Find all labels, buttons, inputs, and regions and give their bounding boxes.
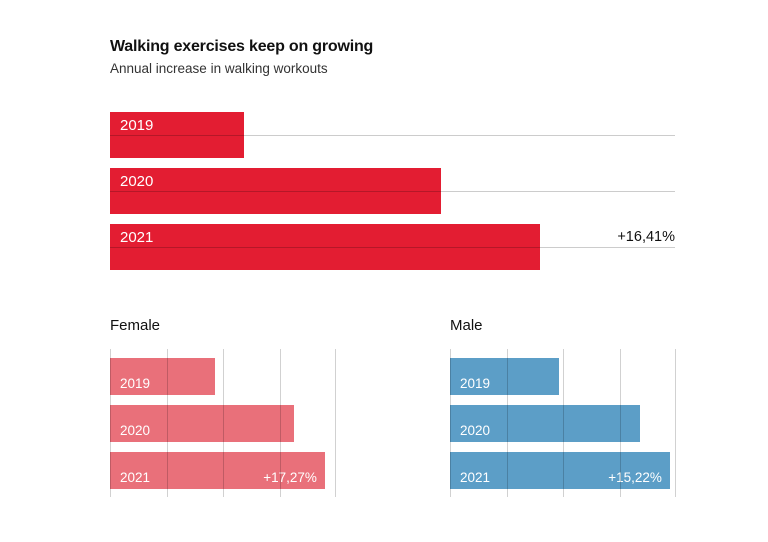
bar-year-label: 2021 [120,229,154,246]
bar-year-label: 2020 [120,173,154,190]
male-bar-2019: 2019 [450,358,559,395]
overall-row-2019: 2019 [110,112,675,158]
female-bar-2019: 2019 [110,358,216,395]
vertical-gridline [619,349,621,497]
overall-row-2021: 2021 +16,41% [110,224,675,270]
bar-year-label: 2019 [120,117,154,134]
bar-2020 [110,168,442,214]
baseline-gridline [110,191,675,192]
bar-year-label: 2019 [460,376,491,391]
bar-year-label: 2021 [120,470,151,485]
female-bar-chart: 2019 2020 2021 +17,27% [110,349,336,497]
baseline-gridline [110,135,675,136]
male-bar-2021: 2021 +15,22% [450,452,670,489]
overall-bar-chart: 2019 2020 2021 +16,41% [110,112,675,270]
female-chart-title: Female [110,317,161,334]
vertical-gridline [279,349,281,497]
female-bar-2020: 2020 [110,405,294,442]
vertical-gridline [675,349,676,497]
male-chart-title: Male [450,317,483,334]
female-bar-2021: 2021 +17,27% [110,452,325,489]
overall-row-2020: 2020 [110,168,675,214]
male-bar-chart: 2019 2020 2021 +15,22% [450,349,676,497]
bar-value-label: +16,41% [617,229,675,245]
vertical-gridline [506,349,508,497]
bar-2019 [110,112,244,158]
male-bar-2020: 2020 [450,405,641,442]
chart-subtitle: Annual increase in walking workouts [110,61,328,76]
vertical-gridline [563,349,564,497]
vertical-gridline [166,349,168,497]
bar-2021 [110,224,540,270]
baseline-gridline [110,247,675,248]
vertical-gridline [223,349,224,497]
bar-year-label: 2019 [120,376,151,391]
vertical-gridline [450,349,451,497]
vertical-gridline [110,349,111,497]
vertical-gridline [335,349,336,497]
bar-year-label: 2020 [120,423,151,438]
bar-value-label: +15,22% [608,470,662,485]
bar-year-label: 2020 [460,423,491,438]
bar-value-label: +17,27% [263,470,317,485]
chart-title: Walking exercises keep on growing [110,38,374,55]
bar-year-label: 2021 [460,470,491,485]
